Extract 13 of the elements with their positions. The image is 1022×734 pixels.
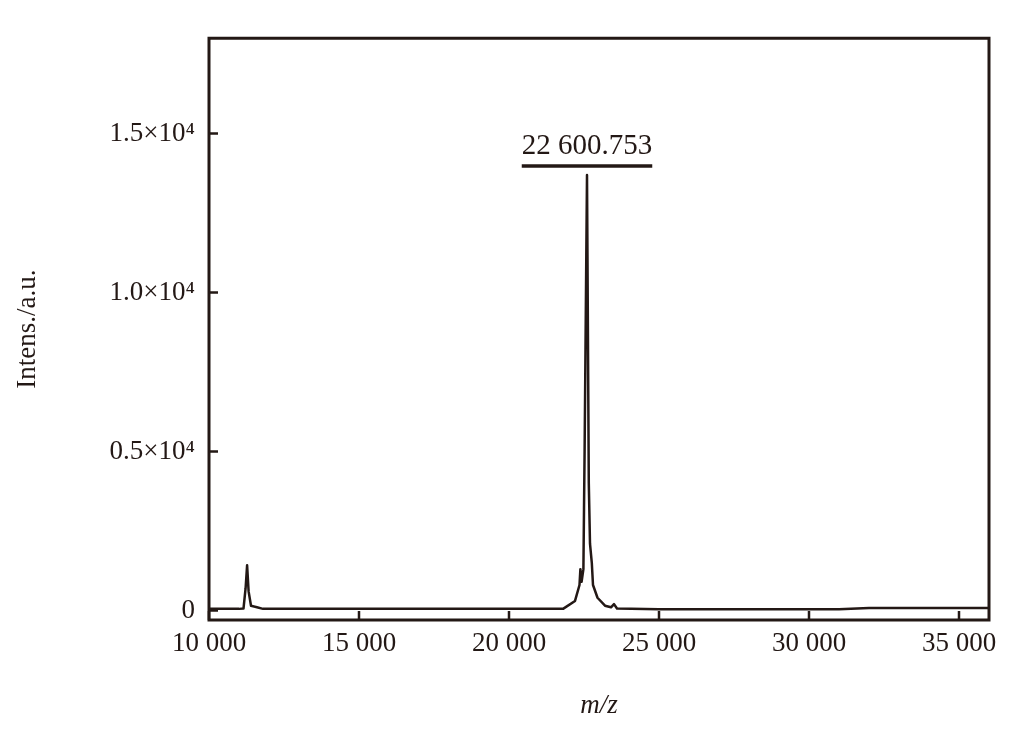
y-tick-label: 1.0×10⁴ <box>109 275 195 306</box>
annotation: 22 600.753 <box>521 128 653 161</box>
x-axis-title: m/z <box>580 688 619 719</box>
y-tick-label: 1.5×10⁴ <box>109 116 195 147</box>
x-tick-label: 30 000 <box>771 627 847 658</box>
x-tick-label: 10 000 <box>171 627 247 658</box>
y-tick-label: 0 <box>181 593 195 624</box>
y-axis-title: Intens./a.u. <box>11 269 42 389</box>
x-tick-label: 25 000 <box>621 627 697 658</box>
y-tick-label: 0.5×10⁴ <box>109 434 195 465</box>
x-tick-label: 35 000 <box>921 627 997 658</box>
x-tick-label: 20 000 <box>471 627 547 658</box>
x-tick-label: 15 000 <box>321 627 397 658</box>
